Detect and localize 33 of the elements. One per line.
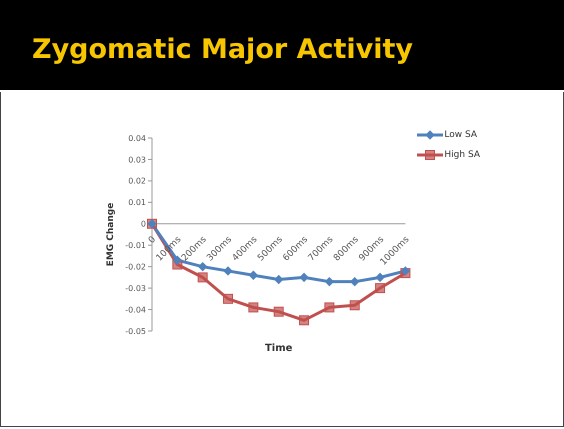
y-tick-label: 0.02 bbox=[128, 176, 146, 186]
y-tick-label: 0.01 bbox=[128, 198, 146, 208]
x-tick-label: 0 bbox=[146, 234, 158, 246]
point bbox=[300, 272, 309, 282]
point bbox=[299, 315, 310, 326]
point bbox=[248, 270, 258, 280]
y-tick-label: -0.05 bbox=[125, 326, 146, 336]
x-axis-title: Time bbox=[264, 343, 293, 354]
chart-title: Zygomatic Major Activity bbox=[32, 34, 414, 65]
point bbox=[274, 306, 284, 317]
y-axis-title: EMG Change bbox=[106, 202, 116, 266]
point bbox=[224, 266, 233, 276]
y-tick-label: -0.02 bbox=[125, 262, 146, 272]
point bbox=[324, 277, 334, 286]
point bbox=[198, 262, 208, 272]
y-tick-label: -0.04 bbox=[125, 305, 146, 314]
point bbox=[375, 283, 386, 294]
point bbox=[324, 302, 334, 312]
point bbox=[248, 302, 258, 312]
y-tick-label: -0.01 bbox=[125, 241, 146, 250]
point bbox=[350, 277, 360, 286]
point bbox=[376, 272, 385, 282]
legend-label: High SA bbox=[444, 150, 480, 160]
point bbox=[198, 272, 208, 282]
y-tick-label: 0.03 bbox=[128, 155, 146, 164]
y-tick-label: -0.03 bbox=[125, 284, 146, 293]
point bbox=[400, 266, 410, 276]
point bbox=[274, 275, 284, 284]
y-tick-label: 0.04 bbox=[128, 134, 146, 143]
point bbox=[350, 300, 360, 310]
y-tick-label: 0 bbox=[140, 220, 146, 229]
point bbox=[223, 294, 234, 304]
legend-label: Low SA bbox=[444, 130, 478, 140]
